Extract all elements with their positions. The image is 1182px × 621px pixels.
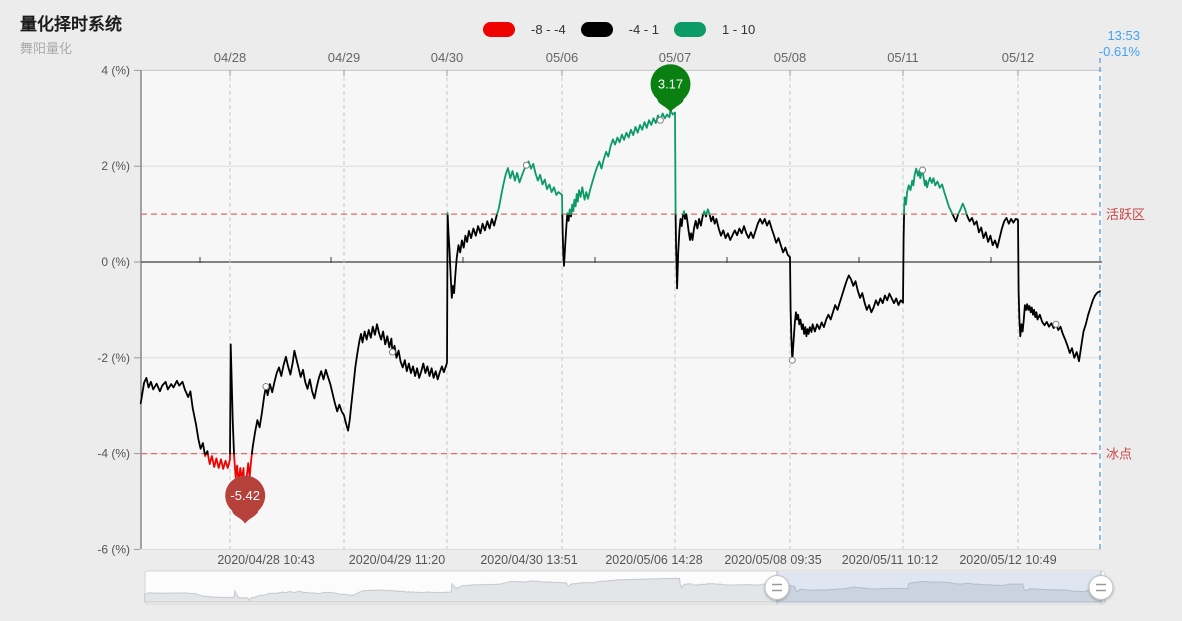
legend-swatch-black — [580, 22, 613, 37]
day-extreme-marker — [388, 348, 396, 356]
day-extreme-marker — [262, 383, 270, 391]
annotation-pin-label: -5.42 — [230, 488, 260, 503]
day-extreme-marker — [788, 356, 796, 364]
y-axis-label: 0 (%) — [101, 255, 130, 269]
top-axis-label: 04/30 — [431, 50, 464, 65]
plot-area[interactable] — [141, 70, 1102, 549]
bottom-axis-label: 2020/04/29 11:20 — [349, 553, 445, 567]
day-extreme-marker — [522, 161, 530, 169]
top-axis-label: 04/28 — [214, 50, 247, 65]
bottom-axis-label: 2020/04/28 10:43 — [217, 553, 314, 567]
top-axis-label: 05/06 — [546, 50, 579, 65]
day-extreme-marker — [656, 116, 664, 124]
navigator-handle-right[interactable] — [1088, 575, 1114, 600]
legend-swatch-red — [483, 22, 515, 37]
legend-label: -4 - 1 — [628, 22, 660, 37]
navigator-handle-right-circle[interactable] — [1088, 575, 1114, 600]
bottom-axis-label: 2020/05/06 14:28 — [605, 553, 702, 567]
bottom-axis-label: 2020/04/30 13:51 — [480, 553, 577, 567]
legend-item-red-zone[interactable]: -8 - -4 — [483, 22, 566, 37]
top-axis-label: 05/12 — [1002, 50, 1035, 65]
annotation-pin-shape — [225, 475, 266, 524]
y-axis-label: -2 (%) — [97, 351, 130, 365]
navigator-area — [144, 577, 1106, 603]
day-extreme-marker — [1052, 320, 1060, 328]
navigator-handle-left-circle[interactable] — [764, 575, 790, 600]
bottom-axis-label: 2020/05/12 10:49 — [959, 553, 1056, 567]
legend-item-green-zone[interactable]: 1 - 10 — [674, 22, 755, 37]
navigator-selection[interactable] — [777, 572, 1101, 603]
y-axis-label: -4 (%) — [97, 447, 130, 461]
top-axis-label: 05/08 — [774, 50, 807, 65]
y-axis-label: 2 (%) — [101, 159, 130, 173]
series-path-black — [139, 213, 1101, 455]
navigator-handle-left[interactable] — [764, 575, 790, 600]
annotation-pin: -5.42 — [225, 475, 266, 524]
annotation-pin: 3.17 — [650, 64, 691, 113]
y-axis-label: -6 (%) — [97, 542, 130, 556]
day-extreme-marker — [919, 166, 927, 174]
page-title: 量化择时系统 — [20, 15, 122, 34]
top-axis-label: 05/07 — [659, 50, 692, 65]
threshold-label: 活跃区 — [1106, 207, 1145, 222]
legend-label: -8 - -4 — [531, 22, 566, 37]
bottom-axis-label: 2020/05/11 10:12 — [842, 553, 938, 567]
legend-item-black-zone[interactable]: -4 - 1 — [580, 22, 660, 37]
current-status: 13:53 -0.61% — [1099, 28, 1140, 60]
current-time: 13:53 — [1107, 28, 1140, 43]
threshold-label: 冰点 — [1106, 447, 1132, 462]
legend-swatch-green — [674, 22, 707, 37]
current-change: -0.61% — [1098, 44, 1140, 59]
top-axis-label: 05/11 — [887, 50, 919, 65]
chart-legend: -8 - -4 -4 - 1 1 - 10 — [483, 22, 755, 37]
annotation-pin-shape — [650, 64, 691, 113]
legend-label: 1 - 10 — [722, 22, 756, 37]
y-axis-label: 4 (%) — [101, 63, 130, 77]
bottom-axis-label: 2020/05/08 09:35 — [724, 553, 821, 567]
page-subtitle: 舞阳量化 — [20, 41, 73, 56]
top-axis-label: 04/29 — [328, 50, 361, 65]
annotation-pin-label: 3.17 — [658, 77, 683, 92]
